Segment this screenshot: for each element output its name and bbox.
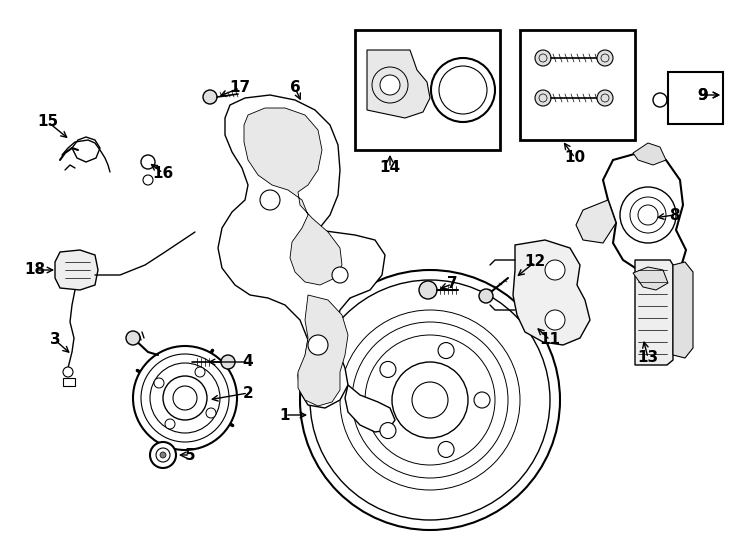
Circle shape	[206, 408, 216, 418]
Circle shape	[597, 50, 613, 66]
Text: 1: 1	[280, 408, 290, 422]
Circle shape	[203, 90, 217, 104]
Circle shape	[163, 376, 207, 420]
Circle shape	[380, 361, 396, 377]
Circle shape	[380, 423, 396, 438]
Circle shape	[308, 335, 328, 355]
Circle shape	[63, 367, 73, 377]
Circle shape	[165, 419, 175, 429]
Circle shape	[412, 382, 448, 418]
Circle shape	[126, 331, 140, 345]
Polygon shape	[513, 240, 590, 345]
Circle shape	[479, 289, 493, 303]
Text: 16: 16	[153, 165, 174, 180]
Bar	[63, 378, 75, 386]
Circle shape	[380, 75, 400, 95]
Text: 10: 10	[564, 151, 586, 165]
Polygon shape	[633, 267, 668, 290]
Circle shape	[535, 50, 551, 66]
Circle shape	[156, 448, 170, 462]
Polygon shape	[298, 295, 348, 406]
Circle shape	[195, 367, 205, 377]
Text: 12: 12	[524, 254, 545, 269]
Circle shape	[653, 93, 667, 107]
Text: 5: 5	[185, 448, 195, 462]
Text: 15: 15	[37, 114, 59, 130]
Text: 9: 9	[698, 87, 708, 103]
Circle shape	[545, 310, 565, 330]
Text: 9: 9	[698, 87, 708, 103]
Circle shape	[154, 378, 164, 388]
Circle shape	[332, 267, 348, 283]
Polygon shape	[367, 50, 430, 118]
Text: 4: 4	[243, 354, 253, 369]
Polygon shape	[633, 143, 666, 165]
Circle shape	[545, 260, 565, 280]
Text: 18: 18	[24, 262, 46, 278]
Text: 13: 13	[637, 350, 658, 366]
Text: 14: 14	[379, 160, 401, 176]
Polygon shape	[603, 153, 686, 277]
Circle shape	[173, 386, 197, 410]
Polygon shape	[55, 250, 98, 290]
Circle shape	[150, 442, 176, 468]
Text: 17: 17	[230, 80, 250, 96]
Circle shape	[392, 362, 468, 438]
Text: 6: 6	[290, 80, 300, 96]
Circle shape	[535, 90, 551, 106]
Bar	[355, 30, 500, 150]
Polygon shape	[345, 385, 395, 432]
Circle shape	[141, 155, 155, 169]
Circle shape	[221, 355, 235, 369]
Polygon shape	[72, 137, 100, 162]
Circle shape	[597, 90, 613, 106]
Circle shape	[260, 190, 280, 210]
Circle shape	[438, 442, 454, 457]
Text: 7: 7	[447, 276, 457, 292]
Circle shape	[143, 175, 153, 185]
Circle shape	[300, 270, 560, 530]
Circle shape	[133, 346, 237, 450]
Text: 11: 11	[539, 333, 561, 348]
Circle shape	[419, 281, 437, 299]
Bar	[520, 30, 635, 140]
Polygon shape	[244, 108, 342, 285]
Polygon shape	[635, 260, 673, 365]
Circle shape	[160, 452, 166, 458]
Polygon shape	[218, 95, 385, 408]
Text: 8: 8	[669, 207, 679, 222]
Circle shape	[474, 392, 490, 408]
Polygon shape	[673, 262, 693, 358]
Bar	[668, 72, 723, 124]
Circle shape	[638, 205, 658, 225]
Circle shape	[674, 101, 682, 109]
Text: 3: 3	[50, 333, 60, 348]
Text: 2: 2	[243, 386, 253, 401]
Polygon shape	[576, 200, 616, 243]
Circle shape	[438, 342, 454, 359]
